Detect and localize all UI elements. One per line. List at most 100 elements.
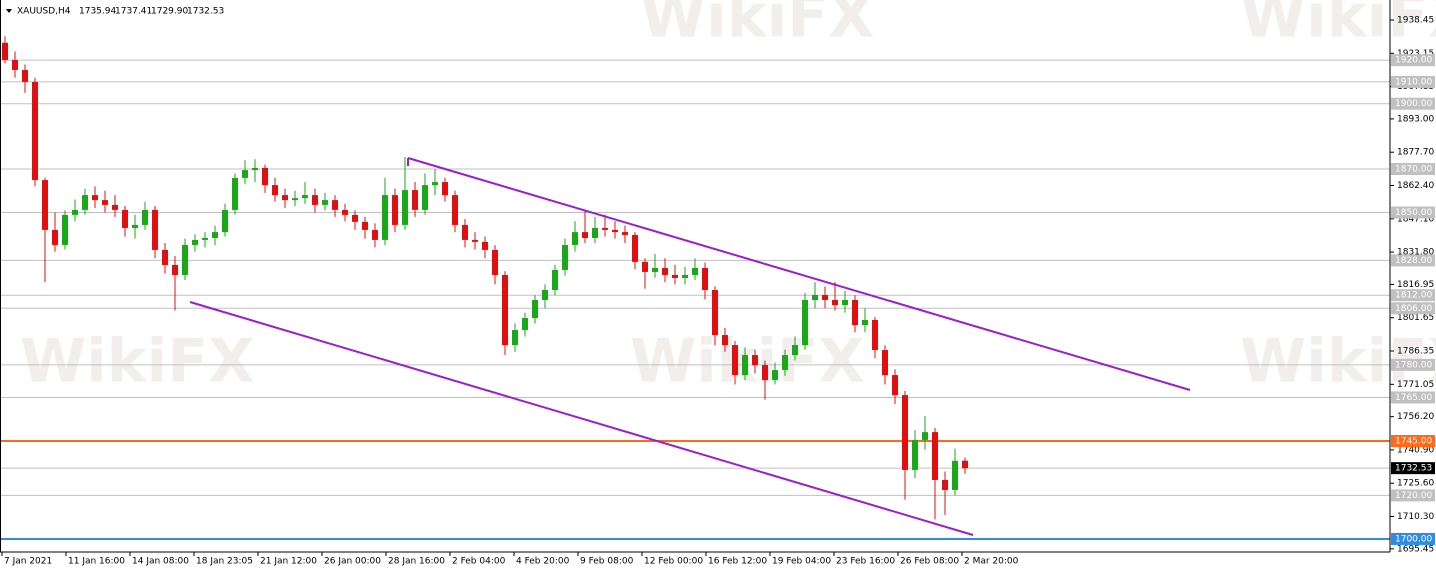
level-label-box [1391, 532, 1435, 545]
header-open: 1735.94 [79, 7, 116, 17]
x-tick-label: 4 Feb 20:00 [516, 557, 570, 567]
candle-body [942, 479, 948, 490]
candles [2, 36, 968, 520]
level-label-box [1391, 391, 1435, 404]
x-tick-label: 28 Jan 16:00 [388, 557, 445, 567]
watermark: WikiFX [640, 0, 874, 52]
y-tick-label: 1725.60 [1397, 479, 1434, 489]
candle-body [212, 232, 218, 238]
x-tick-label: 12 Feb 00:00 [644, 557, 703, 567]
candle-body [872, 320, 878, 351]
level-label: 1765.00 [1395, 393, 1432, 403]
candle-body [442, 182, 448, 196]
level-label: 1745.00 [1395, 437, 1432, 447]
candle-body [372, 229, 378, 240]
candle-body [652, 268, 658, 272]
candle-body [292, 198, 298, 201]
candle-body [712, 289, 718, 336]
y-tick-label: 1938.45 [1397, 16, 1434, 26]
candle-body [962, 460, 968, 469]
header-high: 1737.41 [115, 7, 152, 17]
candle-body [92, 195, 98, 201]
level-label: 1812.00 [1395, 291, 1432, 301]
level-label-box [1391, 254, 1435, 267]
candle-body [532, 299, 538, 319]
x-tick-label: 23 Feb 16:00 [836, 557, 895, 567]
y-tick-label: 1756.20 [1397, 412, 1434, 422]
candle-body [352, 214, 358, 222]
candle-body [252, 167, 258, 171]
level-label: 1780.00 [1395, 360, 1432, 370]
x-tick-label: 18 Jan 23:05 [196, 557, 253, 567]
candle-body [112, 204, 118, 210]
watermark: WikiFX [1240, 0, 1436, 52]
candle-body [692, 268, 698, 275]
upper-trendline [407, 157, 1191, 391]
candle-body [22, 69, 28, 82]
candle-body [82, 195, 88, 210]
candle-body [452, 195, 458, 225]
candle-body [322, 200, 328, 205]
x-tick-label: 2 Mar 20:00 [964, 557, 1019, 567]
candle-body [362, 221, 368, 230]
candle-body [592, 227, 598, 238]
candle-body [792, 345, 798, 356]
candle-body [612, 229, 618, 233]
candle-body [302, 195, 308, 199]
candle-body [262, 167, 268, 186]
header-low: 1729.90 [151, 7, 188, 17]
candle-body [552, 269, 558, 290]
candle-body [722, 335, 728, 346]
candle-body [182, 244, 188, 275]
candle-body [542, 289, 548, 300]
candle-body [52, 229, 58, 245]
candle-body [62, 214, 68, 245]
level-label-box [1391, 289, 1435, 302]
candle-body [852, 299, 858, 326]
candle-body [242, 170, 248, 178]
x-tick-label: 7 Jan 2021 [4, 557, 52, 567]
candle-body [382, 195, 388, 240]
candle-body [272, 185, 278, 196]
candle-body [632, 234, 638, 262]
level-label-box [1391, 206, 1435, 219]
candle-body [132, 224, 138, 228]
candle-body [732, 345, 738, 376]
candle-body [522, 318, 528, 331]
y-tick-label: 1710.30 [1397, 512, 1434, 522]
x-tick-label: 16 Feb 12:00 [708, 557, 767, 567]
candle-body [742, 355, 748, 376]
candle-body [582, 232, 588, 238]
candle-body [152, 209, 158, 250]
candle-body [412, 190, 418, 210]
level-label-box [1391, 162, 1435, 175]
candle-body [472, 239, 478, 242]
candle-body [102, 200, 108, 205]
candle-body [832, 299, 838, 305]
level-label-box [1391, 435, 1435, 448]
y-tick-label: 1786.35 [1397, 347, 1434, 357]
candle-body [162, 249, 168, 265]
x-tick-label: 26 Jan 00:00 [324, 557, 381, 567]
y-tick-label: 1801.65 [1397, 313, 1434, 323]
candle-body [72, 209, 78, 215]
candle-body [482, 241, 488, 250]
candle-body [2, 42, 8, 60]
candle-body [642, 261, 648, 272]
candle-body [802, 299, 808, 346]
y-tick-label: 1877.70 [1397, 148, 1434, 158]
last-price-label: 1732.53 [1395, 464, 1432, 474]
x-tick-label: 19 Feb 04:00 [772, 557, 831, 567]
level-label: 1850.00 [1395, 208, 1432, 218]
y-tick-label: 1923.15 [1397, 49, 1434, 59]
candle-body [622, 232, 628, 235]
x-tick-label: 21 Jan 12:00 [260, 557, 317, 567]
candle-body [332, 200, 338, 210]
candle-body [662, 268, 668, 275]
candle-body [602, 227, 608, 230]
candle-body [842, 299, 848, 305]
levels [0, 59, 1390, 540]
candle-body [32, 81, 38, 181]
candle-body [222, 209, 228, 233]
